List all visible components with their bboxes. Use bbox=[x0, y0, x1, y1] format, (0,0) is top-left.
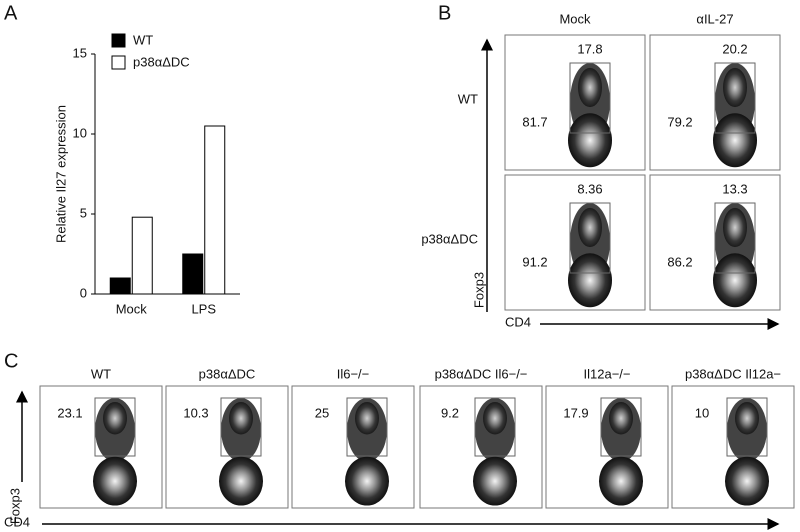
density-plot bbox=[355, 402, 379, 435]
density-plot bbox=[609, 402, 633, 435]
density-plot bbox=[568, 253, 612, 308]
bar bbox=[182, 253, 204, 295]
legend-label: WT bbox=[133, 32, 153, 47]
legend-label: p38αΔDC bbox=[133, 54, 190, 69]
y-tick-label: 15 bbox=[73, 45, 87, 60]
column-header: αIL-27 bbox=[696, 11, 733, 26]
gate-value: 10.3 bbox=[183, 405, 208, 420]
sample-label: Il6−/− bbox=[337, 366, 370, 381]
density-plot bbox=[103, 402, 127, 435]
gate-value: 17.9 bbox=[563, 405, 588, 420]
outside-value: 81.7 bbox=[522, 114, 547, 129]
gate-value: 17.8 bbox=[577, 41, 602, 56]
density-plot bbox=[219, 456, 263, 506]
gate bbox=[569, 202, 611, 274]
density-plot bbox=[725, 456, 769, 506]
density-plot bbox=[713, 253, 757, 308]
gate-value: 23.1 bbox=[57, 405, 82, 420]
sample-label: p38αΔDC Il12a− bbox=[685, 366, 781, 381]
density-plot bbox=[578, 67, 602, 108]
density-plot bbox=[713, 113, 757, 168]
gate bbox=[220, 397, 262, 457]
bar bbox=[204, 125, 226, 295]
gate bbox=[714, 202, 756, 274]
column-header: Mock bbox=[559, 11, 591, 26]
gate bbox=[94, 397, 136, 457]
y-tick-label: 5 bbox=[80, 205, 87, 220]
density-plot bbox=[578, 207, 602, 248]
density-plot bbox=[345, 456, 389, 506]
density-plot bbox=[735, 402, 759, 435]
row-label: p38αΔDC bbox=[421, 231, 478, 246]
panel-label: A bbox=[4, 2, 18, 24]
gate bbox=[569, 62, 611, 134]
gate-value: 13.3 bbox=[722, 181, 747, 196]
y-axis-label: Relative Il27 expression bbox=[53, 105, 68, 243]
y-tick-label: 0 bbox=[80, 285, 87, 300]
sample-label: p38αΔDC bbox=[199, 366, 256, 381]
panel-label: B bbox=[438, 2, 451, 24]
panel-label: C bbox=[4, 350, 18, 372]
gate bbox=[346, 397, 388, 457]
legend-swatch bbox=[111, 55, 126, 70]
x-axis-label: CD4 bbox=[4, 514, 30, 529]
row-label: WT bbox=[458, 91, 478, 106]
gate-value: 9.2 bbox=[441, 405, 459, 420]
sample-label: WT bbox=[91, 366, 111, 381]
density-plot bbox=[723, 67, 747, 108]
x-tick-label: Mock bbox=[116, 301, 148, 316]
y-tick-label: 10 bbox=[73, 125, 87, 140]
density-plot bbox=[93, 456, 137, 506]
x-tick-label: LPS bbox=[191, 301, 216, 316]
y-axis-label: Foxp3 bbox=[471, 272, 486, 308]
y-axis-label: Foxp3 bbox=[7, 488, 22, 524]
gate-value: 20.2 bbox=[722, 41, 747, 56]
outside-value: 91.2 bbox=[522, 254, 547, 269]
gate bbox=[714, 62, 756, 134]
bar bbox=[131, 216, 153, 295]
gate-value: 25 bbox=[315, 405, 329, 420]
legend-swatch bbox=[111, 33, 126, 48]
density-plot bbox=[483, 402, 507, 435]
gate bbox=[726, 397, 768, 457]
gate bbox=[474, 397, 516, 457]
density-plot bbox=[229, 402, 253, 435]
x-axis-label: CD4 bbox=[505, 314, 531, 329]
density-plot bbox=[723, 207, 747, 248]
outside-value: 79.2 bbox=[667, 114, 692, 129]
sample-label: p38αΔDC Il6−/− bbox=[435, 366, 528, 381]
gate-value: 8.36 bbox=[577, 181, 602, 196]
density-plot bbox=[568, 113, 612, 168]
density-plot bbox=[473, 456, 517, 506]
gate bbox=[600, 397, 642, 457]
sample-label: Il12a−/− bbox=[584, 366, 631, 381]
bar bbox=[109, 277, 131, 295]
density-plot bbox=[599, 456, 643, 506]
outside-value: 86.2 bbox=[667, 254, 692, 269]
gate-value: 10 bbox=[695, 405, 709, 420]
